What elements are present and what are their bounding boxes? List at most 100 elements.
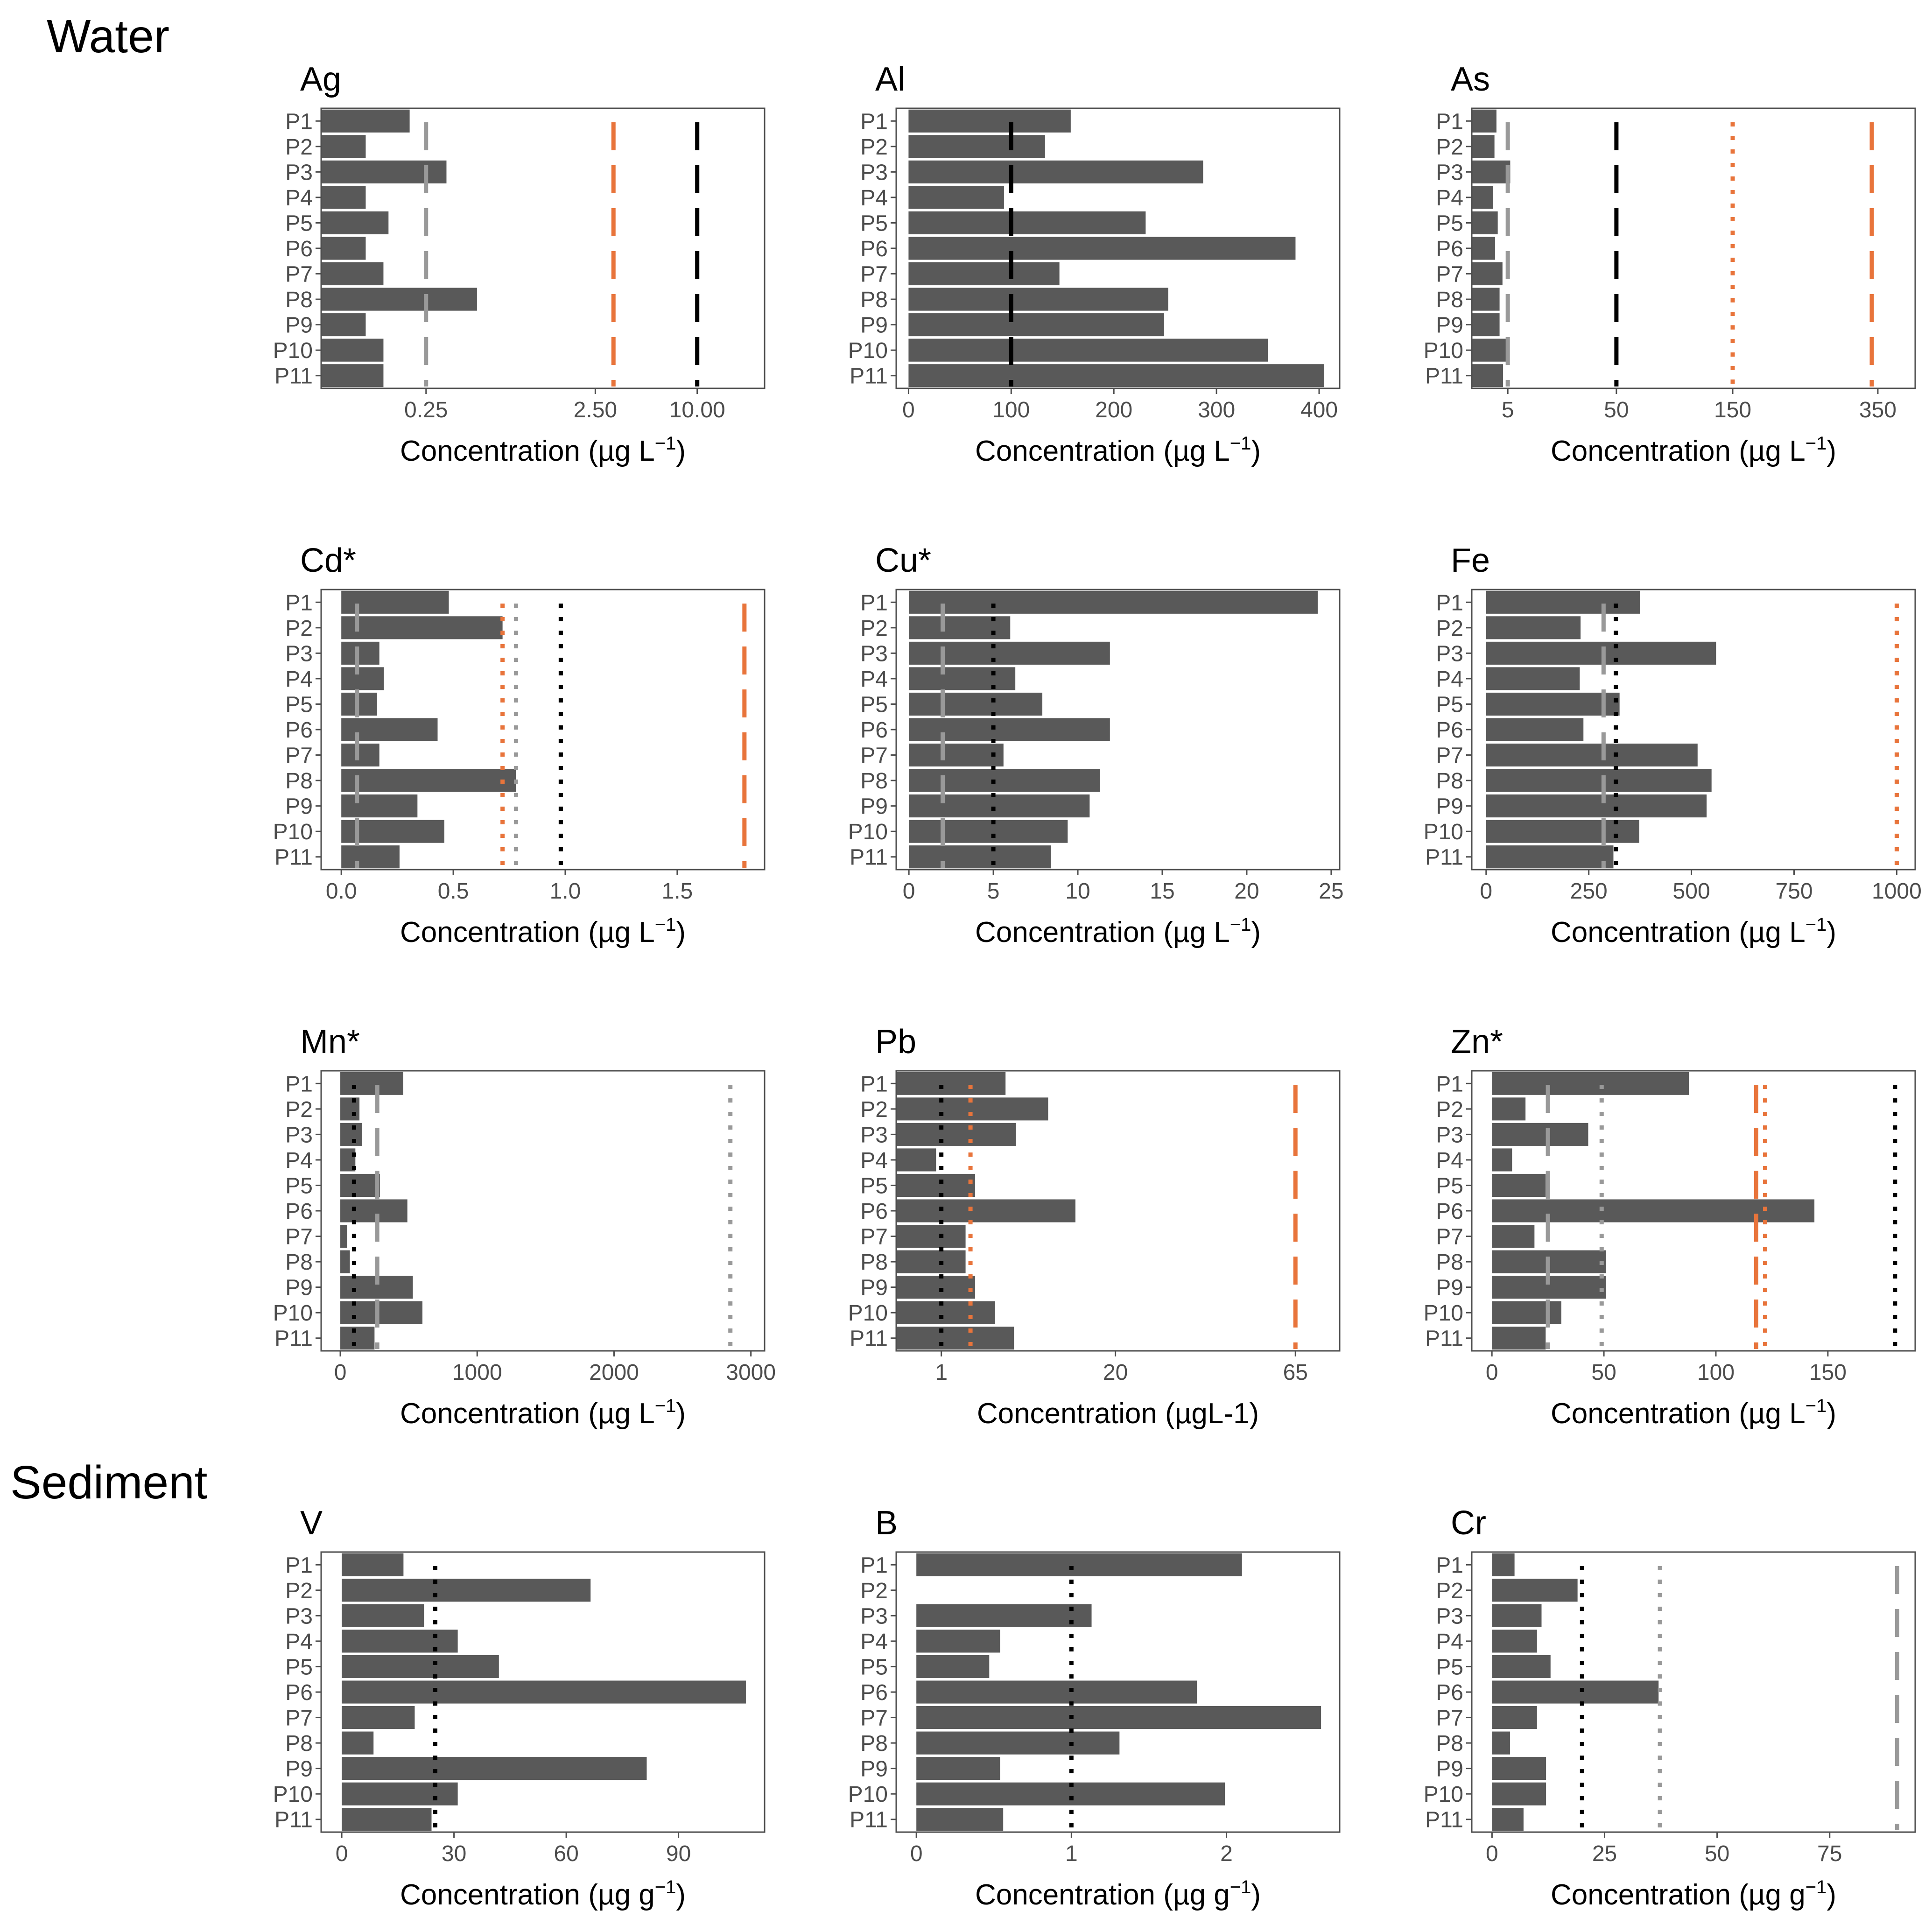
bar-p6 — [321, 237, 366, 260]
bar-p10 — [908, 338, 1268, 362]
bar-p1 — [908, 109, 1071, 133]
x-axis-label: Concentration (µg L−1) — [1551, 914, 1836, 948]
x-tick-label: 65 — [1283, 1360, 1308, 1385]
y-tick-label: P8 — [860, 288, 888, 312]
bar-p3 — [342, 1604, 424, 1627]
y-tick-label: P6 — [285, 718, 313, 743]
bar-p3 — [1492, 1123, 1588, 1146]
bar-p11 — [908, 364, 1325, 387]
bar-p7 — [340, 1225, 347, 1248]
y-tick-label: P10 — [848, 820, 888, 844]
y-tick-label: P1 — [860, 590, 888, 615]
x-tick-label: 30 — [442, 1841, 466, 1866]
bar-p7 — [321, 262, 384, 286]
y-tick-label: P7 — [285, 1706, 313, 1731]
chart-title: Fe — [1451, 542, 1490, 579]
x-tick-label: 1000 — [452, 1360, 502, 1385]
y-tick-label: P1 — [860, 1072, 888, 1096]
x-tick-label: 10 — [1065, 879, 1090, 904]
y-tick-label: P10 — [273, 1782, 313, 1807]
section-label-water: Water — [47, 10, 169, 63]
x-tick-label: 0.5 — [438, 879, 469, 904]
bar-p11 — [909, 845, 1051, 869]
bar-p9 — [1472, 313, 1500, 337]
y-tick-label: P8 — [860, 769, 888, 794]
x-tick-label: 500 — [1673, 879, 1710, 904]
bar-p11 — [1492, 1327, 1546, 1350]
y-tick-label: P11 — [1425, 1808, 1463, 1833]
x-tick-label: 200 — [1095, 398, 1132, 422]
y-tick-label: P8 — [860, 1250, 888, 1275]
x-tick-label: 0.0 — [326, 879, 357, 904]
bar-p4 — [321, 186, 366, 209]
y-tick-label: P3 — [1436, 1604, 1463, 1629]
bar-p2 — [1486, 616, 1581, 639]
y-tick-label: P5 — [1436, 692, 1463, 717]
y-tick-label: P11 — [274, 364, 313, 389]
bar-p4 — [1492, 1630, 1537, 1653]
y-tick-label: P8 — [860, 1731, 888, 1756]
x-tick-label: 0 — [902, 398, 915, 422]
bar-p6 — [908, 237, 1296, 260]
y-tick-label: P7 — [860, 1706, 888, 1731]
bar-p11 — [342, 1808, 432, 1831]
x-axis-label: Concentration (µg L−1) — [400, 914, 686, 948]
bar-p11 — [916, 1808, 1004, 1831]
y-tick-label: P10 — [848, 338, 888, 363]
bar-p7 — [1472, 262, 1503, 286]
bar-p8 — [341, 769, 516, 792]
y-tick-label: P8 — [285, 288, 313, 312]
bar-p9 — [342, 1757, 647, 1780]
y-tick-label: P5 — [285, 692, 313, 717]
bar-p3 — [1472, 160, 1510, 183]
bar-p7 — [341, 744, 379, 767]
y-tick-label: P4 — [1436, 667, 1463, 692]
y-tick-label: P11 — [274, 1327, 313, 1351]
x-tick-label: 90 — [666, 1841, 691, 1866]
x-tick-label: 2 — [1220, 1841, 1233, 1866]
y-tick-label: P4 — [860, 1630, 888, 1654]
y-tick-label: P4 — [285, 1148, 313, 1173]
bar-p5 — [1492, 1173, 1546, 1197]
x-tick-label: 20 — [1234, 879, 1259, 904]
chart-title: As — [1451, 61, 1490, 98]
y-tick-label: P2 — [860, 1097, 888, 1122]
y-tick-label: P6 — [1436, 718, 1463, 743]
chart-title: Al — [875, 61, 905, 98]
bar-p10 — [1486, 820, 1639, 843]
y-tick-label: P10 — [273, 820, 313, 844]
bar-p1 — [1492, 1553, 1515, 1576]
bar-p5 — [321, 211, 389, 234]
y-tick-label: P8 — [1436, 1731, 1463, 1756]
y-tick-label: P1 — [285, 1072, 313, 1096]
y-tick-label: P2 — [285, 135, 313, 160]
bar-p8 — [342, 1731, 374, 1755]
y-tick-label: P11 — [850, 845, 888, 870]
bar-p3 — [896, 1123, 1016, 1146]
chart-title: Mn* — [300, 1023, 360, 1061]
bar-p1 — [1486, 590, 1640, 614]
y-tick-label: P1 — [860, 1553, 888, 1578]
x-tick-label: 25 — [1319, 879, 1343, 904]
bar-p1 — [1492, 1072, 1689, 1095]
y-tick-label: P5 — [860, 1173, 888, 1198]
bar-p8 — [896, 1250, 966, 1273]
x-axis-label: Concentration (µg L−1) — [975, 914, 1261, 948]
bar-p5 — [341, 692, 377, 716]
y-tick-label: P7 — [1436, 262, 1463, 287]
y-tick-label: P10 — [273, 338, 313, 363]
y-tick-label: P11 — [274, 845, 313, 870]
y-tick-label: P3 — [1436, 160, 1463, 185]
y-tick-label: P8 — [285, 1731, 313, 1756]
bar-p4 — [342, 1630, 458, 1653]
bar-p2 — [342, 1579, 591, 1602]
y-tick-label: P2 — [285, 1579, 313, 1603]
bar-p8 — [909, 769, 1100, 792]
x-tick-label: 0 — [336, 1841, 348, 1866]
bar-p7 — [1486, 744, 1698, 767]
x-tick-label: 50 — [1604, 398, 1629, 422]
